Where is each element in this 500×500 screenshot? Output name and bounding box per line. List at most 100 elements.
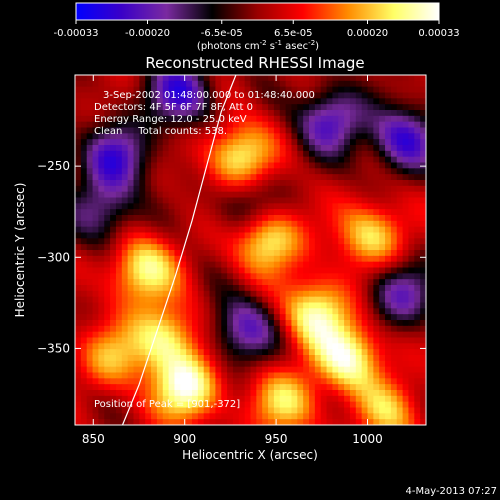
heatmap-cell — [115, 98, 123, 105]
heatmap-cell — [297, 372, 304, 379]
heatmap-cell — [349, 127, 357, 134]
heatmap-cell — [104, 296, 111, 304]
heatmap-cell — [420, 197, 426, 204]
heatmap-cell — [221, 349, 228, 356]
heatmap-cell — [291, 104, 298, 111]
heatmap-cell — [303, 203, 310, 210]
heatmap-cell — [420, 115, 426, 123]
heatmap-cell — [314, 261, 322, 269]
heatmap-cell — [367, 325, 374, 333]
heatmap-cell — [268, 75, 275, 82]
heatmap-cell — [361, 407, 369, 414]
heatmap-cell — [297, 290, 304, 298]
heatmap-cell — [75, 156, 82, 164]
heatmap-cell — [367, 162, 374, 169]
heatmap-cell — [273, 162, 281, 169]
heatmap-cell — [203, 104, 211, 111]
heatmap-cell — [121, 355, 129, 362]
heatmap-cell — [174, 337, 181, 344]
heatmap-cell — [86, 366, 94, 374]
heatmap-cell — [197, 197, 205, 204]
heatmap-cell — [279, 413, 287, 420]
heatmap-cell — [209, 80, 216, 88]
heatmap-cell — [361, 250, 369, 257]
heatmap-cell — [250, 366, 257, 374]
heatmap-cell — [402, 80, 410, 88]
heatmap-cell — [162, 314, 170, 321]
heatmap-cell — [379, 378, 386, 385]
heatmap-cell — [121, 238, 129, 245]
heatmap-cell — [145, 308, 152, 315]
heatmap-cell — [115, 366, 123, 374]
heatmap-cell — [262, 331, 269, 339]
heatmap-cell — [303, 121, 310, 129]
heatmap-cell — [244, 261, 252, 269]
heatmap-cell — [273, 220, 281, 228]
heatmap-cell — [303, 401, 310, 409]
heatmap-cell — [256, 150, 263, 158]
heatmap-cell — [115, 238, 123, 245]
heatmap-cell — [162, 325, 170, 333]
heatmap-cell — [338, 407, 345, 414]
heatmap-cell — [396, 390, 404, 397]
heatmap-cell — [174, 145, 181, 152]
heatmap-cell — [92, 197, 99, 204]
heatmap-cell — [221, 104, 228, 111]
heatmap-cell — [262, 261, 269, 269]
heatmap-cell — [168, 226, 176, 234]
heatmap-cell — [162, 86, 170, 94]
heatmap-cell — [268, 360, 275, 368]
heatmap-cell — [192, 413, 199, 420]
heatmap-cell — [344, 139, 351, 146]
heatmap-cell — [238, 86, 246, 94]
heatmap-cell — [373, 413, 380, 420]
heatmap-cell — [420, 302, 426, 309]
heatmap-cell — [133, 261, 140, 269]
heatmap-cell — [110, 407, 117, 414]
heatmap-cell — [127, 360, 135, 368]
heatmap-cell — [215, 121, 222, 129]
heatmap-cell — [145, 413, 152, 420]
heatmap-cell — [285, 390, 293, 397]
heatmap-cell — [379, 162, 386, 169]
heatmap-cell — [273, 296, 281, 304]
heatmap-cell — [168, 168, 176, 175]
heatmap-cell — [180, 308, 187, 315]
heatmap-cell — [86, 261, 94, 269]
heatmap-cell — [332, 75, 339, 82]
heatmap-cell — [332, 80, 339, 88]
heatmap-cell — [344, 232, 351, 239]
heatmap-cell — [297, 92, 304, 99]
heatmap-cell — [349, 104, 357, 111]
heatmap-cell — [326, 139, 333, 146]
heatmap-cell — [186, 75, 193, 82]
heatmap-cell — [127, 372, 135, 379]
heatmap-cell — [332, 133, 339, 140]
heatmap-cell — [332, 127, 339, 134]
heatmap-cell — [86, 98, 94, 105]
heatmap-cell — [355, 320, 363, 327]
heatmap-cell — [297, 320, 304, 327]
heatmap-cell — [268, 401, 275, 409]
heatmap-cell — [238, 366, 246, 374]
heatmap-cell — [250, 156, 257, 164]
heatmap-cell — [279, 80, 287, 88]
heatmap-cell — [332, 302, 339, 309]
heatmap-cell — [361, 413, 369, 420]
heatmap-cell — [139, 267, 146, 274]
heatmap-cell — [197, 180, 205, 187]
heatmap-cell — [180, 419, 187, 425]
heatmap-cell — [86, 232, 94, 239]
heatmap-cell — [303, 86, 310, 94]
heatmap-cell — [174, 273, 181, 280]
heatmap-cell — [285, 255, 293, 263]
heatmap-cell — [420, 80, 426, 88]
heatmap-cell — [385, 302, 392, 309]
heatmap-cell — [180, 133, 187, 140]
heatmap-cell — [309, 413, 316, 420]
heatmap-cell — [349, 162, 357, 169]
heatmap-cell — [326, 384, 333, 391]
heatmap-cell — [256, 80, 263, 88]
heatmap-cell — [349, 244, 357, 251]
heatmap-cell — [244, 115, 252, 123]
